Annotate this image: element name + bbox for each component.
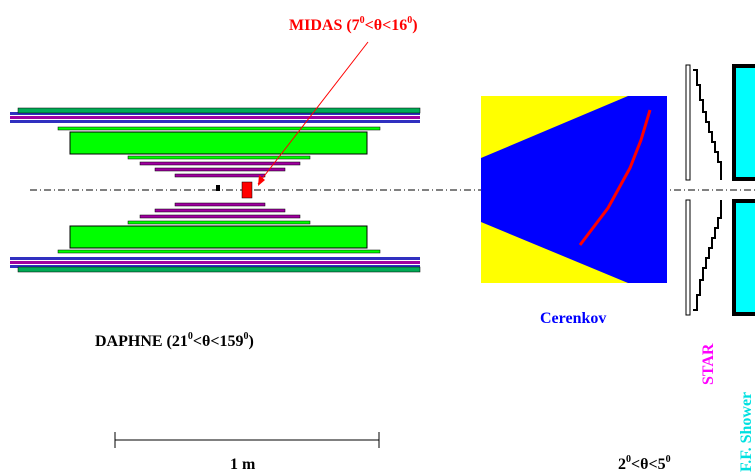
- daphne-outer-layer-top: [10, 112, 420, 115]
- daphne-outer-layer-bot: [10, 265, 420, 268]
- daphne-chamber-bot-2: [139, 214, 301, 219]
- daphne-chamber-top-4: [174, 173, 266, 178]
- forward-range-label: 20<θ<50: [618, 454, 671, 473]
- scale-bar: [114, 432, 380, 448]
- daphne-label: DAPHNE (210<θ<1590): [95, 331, 254, 350]
- ff-shower-label: F.F. Shower: [738, 392, 755, 472]
- daphne-chamber-top-1: [127, 155, 311, 160]
- daphne-outer-layer-top-3: [10, 120, 420, 123]
- daphne-thin-top: [57, 126, 381, 131]
- daphne-chamber-bot-1: [127, 220, 311, 225]
- ff-shower-bot: [736, 203, 755, 312]
- midas-arrow-line: [257, 41, 369, 185]
- target-marker: [216, 185, 220, 191]
- scale-label: 1 m: [230, 456, 256, 473]
- daphne-thin-bot: [57, 249, 381, 254]
- daphne-calorimeter-top: [69, 131, 368, 155]
- ff-shower-top: [736, 68, 755, 177]
- cerenkov-detector: [481, 96, 667, 283]
- cerenkov-label: Cerenkov: [540, 310, 606, 327]
- daphne-chamber-top-2: [139, 161, 301, 166]
- cerenkov-mirror: [578, 109, 652, 246]
- daphne-chamber-bot-4: [174, 202, 266, 207]
- daphne-calorimeter-bot: [69, 225, 368, 249]
- star-steps-bot: [693, 200, 722, 311]
- cerenkov-lower-radiator: [481, 222, 628, 283]
- daphne-chamber-bot-3: [154, 208, 286, 213]
- daphne-layer-top: [17, 107, 421, 114]
- daphne-outer-layer-bot-3: [10, 257, 420, 260]
- daphne-layer-bot: [17, 266, 421, 273]
- daphne-detector-lower: [10, 202, 421, 273]
- midas-arrow-head: [258, 175, 265, 186]
- daphne-outer-layer-bot-2: [10, 261, 420, 264]
- ff-shower-detector: [732, 64, 755, 316]
- star-label: STAR: [700, 343, 717, 385]
- star-outline-bot: [685, 199, 691, 316]
- daphne-chamber-top-3: [154, 167, 286, 172]
- midas-label: MIDAS (70<θ<160): [289, 15, 418, 34]
- midas-detector: [241, 181, 253, 199]
- daphne-outer-layer-top-2: [10, 116, 420, 119]
- star-detector: [685, 64, 722, 316]
- star-steps-top: [693, 69, 722, 180]
- star-outline-top: [685, 64, 691, 181]
- daphne-detector: [10, 107, 421, 178]
- cerenkov-upper-radiator: [481, 96, 628, 158]
